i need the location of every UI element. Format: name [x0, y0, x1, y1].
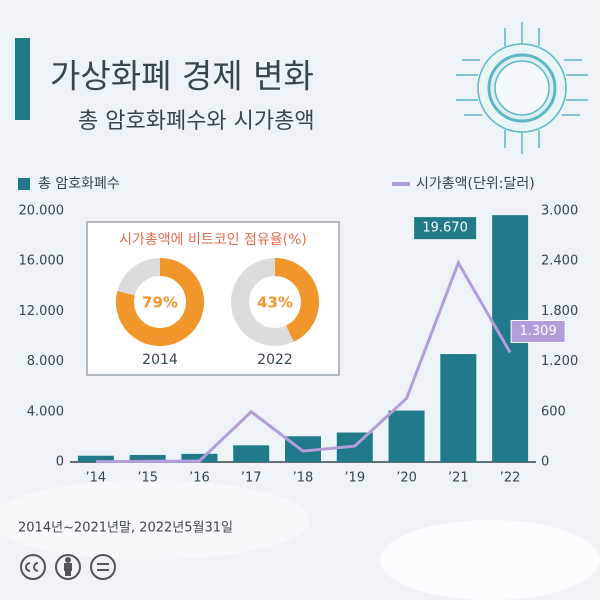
bar: [440, 354, 477, 462]
y-tick-label: 4.000: [27, 404, 64, 419]
chart-title: 가상화폐 경제 변화: [50, 57, 314, 96]
value-label-box: [510, 319, 566, 343]
x-tick-label: ’15: [137, 471, 158, 486]
y-tick-label: 0: [56, 455, 64, 470]
y-tick-label: 16.000: [19, 254, 65, 269]
legend-label: 시가총액(단위:달러): [416, 176, 535, 192]
title-accent: [15, 38, 30, 120]
donut-slice: [274, 258, 319, 342]
x-tick-label: ’18: [293, 471, 314, 486]
chip-icon: [456, 22, 588, 154]
value-label-box: [414, 217, 477, 240]
y-tick-label: 12.000: [19, 304, 65, 319]
x-tick-label: ’14: [86, 471, 107, 486]
y2-tick-label: 2.400: [541, 254, 578, 269]
line: [95, 259, 512, 464]
x-tick-label: ’17: [241, 471, 262, 486]
license-icons: [20, 554, 116, 580]
bar: [181, 453, 218, 462]
y-tick-label: 8.000: [27, 354, 64, 369]
y2-tick-label: 600: [541, 404, 566, 419]
x-tick-label: ’22: [500, 471, 521, 486]
chart-subtitle: 총 암호화폐수와 시가총액: [78, 109, 315, 134]
bar: [77, 455, 114, 462]
donut-category: 2022: [257, 352, 293, 368]
x-tick-label: ’21: [448, 471, 469, 486]
legend-label: 총 암호화폐수: [38, 176, 120, 192]
x-tick-label: ’16: [189, 471, 210, 486]
source-note: 2014년~2021년말, 2022년5월31일: [18, 521, 233, 536]
donut-label: 43%: [257, 294, 293, 312]
x-tick-label: ’20: [396, 471, 417, 486]
y2-tick-label: 1.800: [541, 304, 578, 319]
x-tick-label: ’19: [344, 471, 365, 486]
value-label: 19.670: [422, 221, 468, 236]
bar: [233, 445, 270, 462]
y2-tick-label: 1.200: [541, 354, 578, 369]
decor: [0, 480, 310, 560]
bar: [388, 410, 425, 462]
decor: [380, 520, 600, 600]
donut-slice: [116, 258, 204, 346]
value-label: 1.309: [520, 324, 557, 339]
y2-tick-label: 0: [541, 455, 549, 470]
legend-swatch: [18, 178, 30, 190]
bar: [129, 454, 166, 462]
y-tick-label: 20.000: [19, 204, 65, 219]
donut-label: 79%: [142, 294, 178, 312]
donut-category: 2014: [142, 352, 178, 368]
inset-title: 시가총액에 비트코인 점유율(%): [119, 232, 307, 248]
y2-tick-label: 3.000: [541, 204, 578, 219]
